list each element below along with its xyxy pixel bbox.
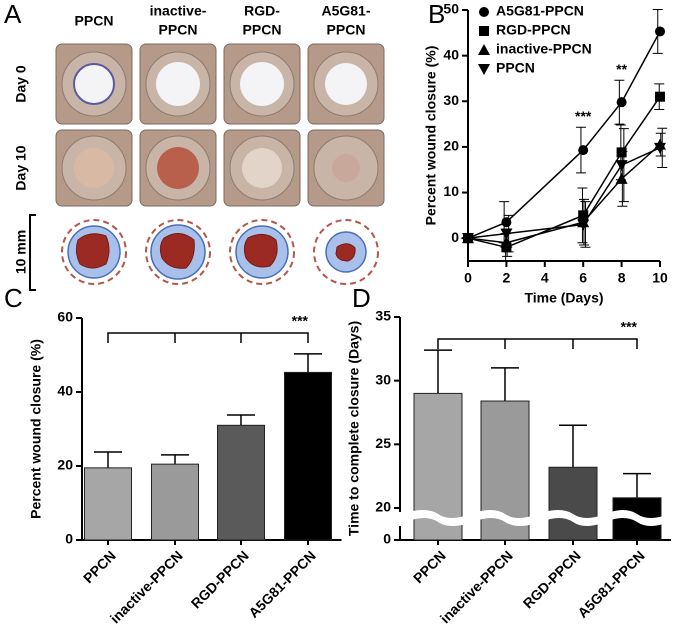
bar [151,463,199,541]
x-tick-label: A5G81-PPCN [574,547,647,620]
y-tick-label: 35 [375,308,391,324]
x-tick-label: inactive-PPCN [107,547,186,626]
error-bar [424,349,452,394]
column-label: PPCN [243,22,282,38]
y-axis-label: Time to complete closure (Days) [346,321,362,536]
x-tick-label: RGD-PPCN [188,547,252,611]
y-tick-label: 40 [443,46,459,62]
legend-marker [478,64,490,75]
series-line [467,96,661,249]
y-tick-label: 10 [443,183,459,199]
y-tick-label: 0 [383,531,391,547]
marker [500,236,513,248]
y-tick-label: 25 [375,435,391,451]
y-tick-label: 20 [375,499,391,515]
marker [616,147,627,158]
panel-label: B [428,0,445,29]
series-line [467,147,661,239]
panel-a-diagrams [29,214,379,291]
marker [501,217,512,228]
marker [616,97,627,108]
column-label: PPCN [159,22,198,38]
x-axis-label: Time (Days) [524,290,603,306]
row-label: Day 10 [13,145,29,190]
y-tick-label: 30 [443,92,459,108]
panel-label: C [4,283,23,313]
marker [577,219,590,231]
legend-label: RGD-PPCN [496,22,571,38]
axis-break [401,510,669,526]
significance: ** [616,61,627,77]
marker [578,145,589,156]
y-tick-label: 20 [57,457,73,473]
significance-bracket [107,332,309,343]
significance: *** [575,108,592,124]
panel-label: A [4,0,22,29]
error-bar [559,424,587,468]
legend-marker [479,7,489,17]
y-tick-label: 0 [451,229,459,245]
series-line [467,144,661,244]
significance: *** [621,319,638,335]
column-label: inactive- [150,3,207,19]
y-tick-label: 20 [443,138,459,154]
x-tick-label: inactive-PPCN [437,547,516,626]
marker [462,233,474,245]
error-bar [491,367,519,402]
panel-a-photos [55,43,385,207]
legend-marker [479,26,489,36]
y-tick-label: 60 [57,309,73,325]
marker [655,26,665,37]
significance-bracket [437,338,638,349]
y-tick-label: 40 [57,383,73,399]
error-bar [94,451,122,468]
x-tick-label: 10 [652,270,668,286]
row-label: 10 mm [13,230,29,274]
error-bar [161,454,189,465]
marker [655,91,665,102]
bar [548,466,598,541]
legend-marker [478,44,490,55]
y-axis-label: Percent wound closure (%) [423,46,439,226]
significance: *** [292,313,309,329]
bar [284,371,332,541]
x-tick-label: PPCN [80,547,119,586]
row-label: Day 0 [13,65,29,103]
y-tick-label: 30 [375,371,391,387]
x-tick-label: A5G81-PPCN [245,547,318,620]
significance: *** [652,0,669,6]
y-tick-label: 50 [443,1,459,17]
marker [615,160,628,172]
marker [500,228,513,240]
x-tick-label: 4 [541,270,549,286]
x-tick-label: 0 [464,270,472,286]
column-label: PPCN [75,13,114,29]
legend-label: inactive-PPCN [496,41,592,57]
column-label: RGD- [244,3,280,19]
y-tick-label: 0 [65,531,73,547]
x-tick-label: 2 [503,270,511,286]
bar [84,467,132,541]
x-tick-label: 6 [579,270,587,286]
error-bar [294,353,322,373]
x-tick-label: RGD-PPCN [520,547,584,611]
legend-label: PPCN [496,60,535,76]
error-bar [623,472,651,498]
marker [615,172,628,184]
x-tick-label: PPCN [410,547,449,586]
legend-label: A5G81-PPCN [496,3,584,19]
column-label: PPCN [327,22,366,38]
bar [217,424,265,541]
panel-label: D [352,283,371,313]
y-axis-label: Percent wound closure (%) [28,339,44,519]
x-tick-label: 8 [618,270,626,286]
marker [654,142,666,154]
column-label: A5G81- [321,3,370,19]
error-bar [227,414,255,426]
marker [578,210,589,221]
